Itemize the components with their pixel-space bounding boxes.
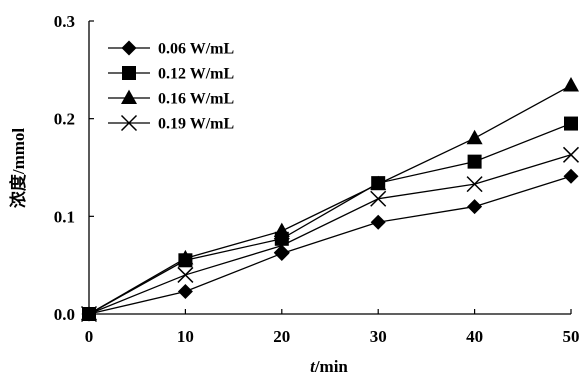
x-tick-label: 20 [273,327,290,346]
y-tick-label: 0.1 [54,207,75,226]
series-diamond [81,168,579,322]
marker-shape [467,154,482,169]
y-tick-label: 0.2 [54,110,75,129]
data-point [81,305,97,320]
x-tick-label: 0 [85,327,94,346]
data-point [273,237,290,254]
marker-shape [370,214,386,230]
x-tick-label: 50 [563,327,580,346]
marker-shape [466,129,483,145]
legend-item: 0.06 W/mL [108,40,234,58]
data-point [564,116,578,131]
marker-shape [121,89,137,104]
data-point [273,222,290,237]
legend-item: 0.16 W/mL [108,89,234,108]
series-triangle [81,77,579,320]
data-point [563,77,579,92]
marker-shape [563,77,579,92]
legend-label: 0.12 W/mL [158,66,234,83]
y-axis-title: 浓度/mmol [8,128,28,209]
marker-shape [274,245,290,261]
marker-shape [563,168,579,184]
data-point [177,249,194,265]
data-point [466,176,483,193]
marker-shape [81,305,97,320]
x-axis-title-italic: t [310,357,316,374]
data-point [467,199,483,215]
legend-marker [121,40,137,56]
marker-shape [273,222,290,237]
series-line [88,175,572,315]
marker-shape [177,249,194,265]
legend-marker [120,114,138,132]
series-square [82,116,578,321]
data-point [467,154,482,169]
y-tick-label: 0.3 [54,12,75,31]
marker-shape [564,116,578,131]
data-point [80,305,98,323]
data-point [177,284,193,300]
marker-stroke [466,176,483,193]
marker-shape [467,199,483,215]
marker-stroke [177,266,194,283]
x-tick-label: 40 [466,327,483,346]
marker-stroke [370,190,387,207]
marker-stroke [562,146,580,163]
marker-stroke [80,305,98,323]
x-axis-title: t/min [310,357,348,374]
marker-shape [121,40,137,56]
series-line [88,122,572,315]
marker-shape [177,284,193,300]
data-point [370,190,387,207]
legend-marker [122,66,136,80]
series-line [88,84,572,315]
legend-marker [121,89,137,104]
x-axis-title-rest: /min [314,357,349,374]
marker-shape [122,66,136,80]
data-point [177,266,194,283]
y-tick-label: 0.0 [54,305,75,324]
legend: 0.06 W/mL 0.12 W/mL 0.16 W/mL 0.19 W/mL [108,40,234,133]
legend-label: 0.16 W/mL [158,91,234,108]
marker-stroke [120,114,138,132]
data-point [370,214,386,230]
legend-item: 0.19 W/mL [108,114,234,133]
legend-label: 0.19 W/mL [158,116,234,133]
data-point [563,168,579,184]
data-point [562,146,580,163]
x-tick-label: 30 [370,327,387,346]
legend-label: 0.06 W/mL [158,41,234,58]
series-line [88,154,572,315]
x-tick-label: 10 [177,327,194,346]
series-layer [80,77,580,323]
data-point [466,129,483,145]
series-x [80,146,580,323]
data-point [370,175,387,191]
axes: 0 10 20 30 40 50 0.0 0.1 0.2 0.3 [54,12,580,346]
legend-item: 0.12 W/mL [108,66,234,83]
data-point [274,245,290,261]
marker-shape [370,175,387,191]
marker-stroke [273,237,290,254]
